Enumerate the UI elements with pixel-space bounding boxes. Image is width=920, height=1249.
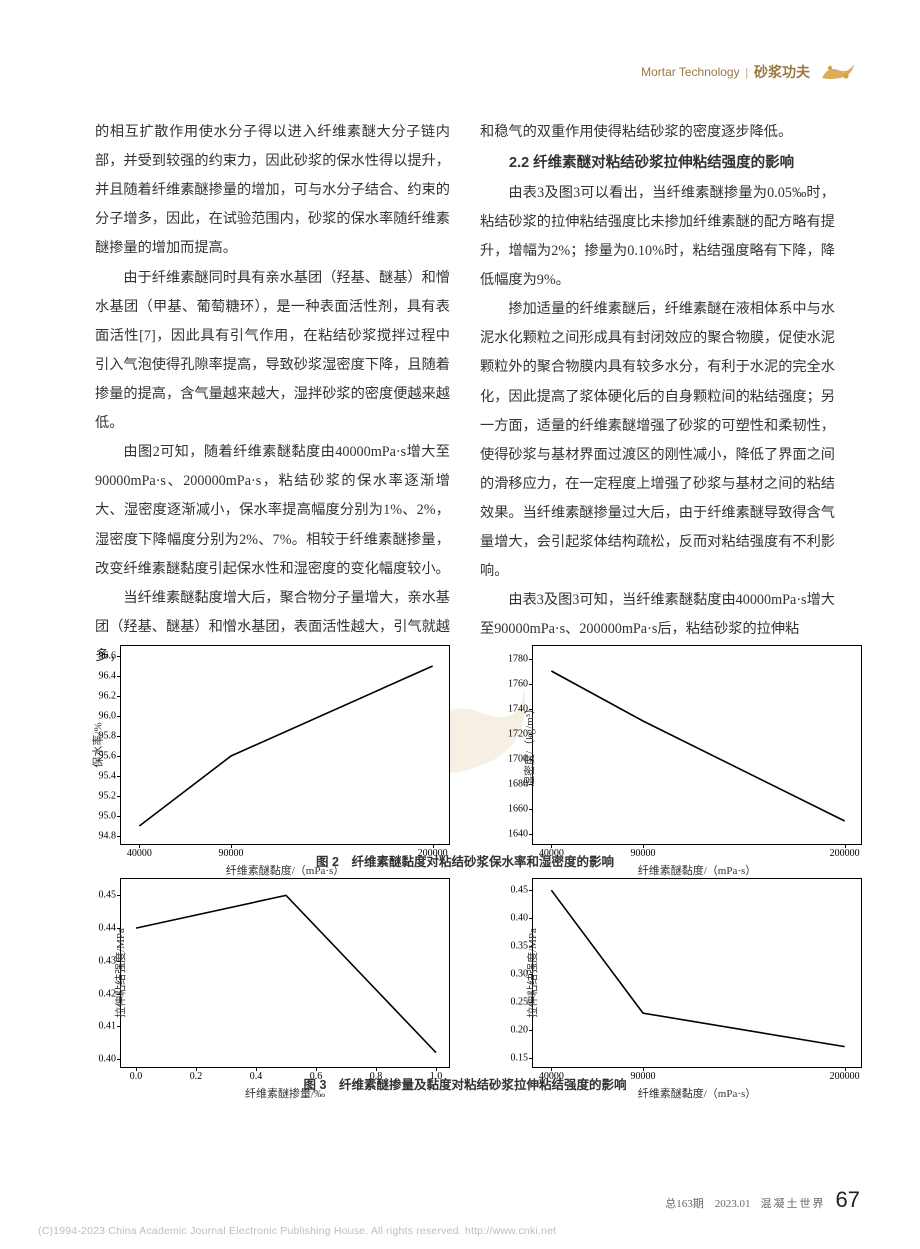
fig3-right-plot: 0.150.200.250.300.350.400.45400009000020…	[532, 878, 862, 1068]
fig2-right-wrap: 1640166016801700172017401760178040000900…	[480, 645, 862, 845]
r-p4: 由表3及图3可知，当纤维素醚黏度由40000mPa·s增大至90000mPa·s…	[480, 586, 835, 644]
fig2-right-plot: 1640166016801700172017401760178040000900…	[532, 645, 862, 845]
footer-magazine: 混凝土世界	[761, 1195, 826, 1211]
l-p2: 由于纤维素醚同时具有亲水基团（羟基、醚基）和憎水基团（甲基、葡萄糖环），是一种表…	[95, 264, 450, 439]
r-p3: 掺加适量的纤维素醚后，纤维素醚在液相体系中与水泥水化颗粒之间形成具有封闭效应的聚…	[480, 295, 835, 586]
l-p3: 由图2可知，随着纤维素醚黏度由40000mPa·s增大至90000mPa·s、2…	[95, 438, 450, 584]
copyright-line: (C)1994-2023 China Academic Journal Elec…	[38, 1225, 556, 1237]
fig2-row: 94.895.095.295.495.695.896.096.296.496.6…	[95, 645, 835, 845]
page-header: Mortar Technology | 砂浆功夫	[641, 58, 860, 86]
header-sep: |	[746, 65, 748, 80]
fig3-left-plot: 0.400.410.420.430.440.450.00.20.40.60.81…	[120, 878, 450, 1068]
fig3-left-wrap: 0.400.410.420.430.440.450.00.20.40.60.81…	[68, 878, 450, 1068]
header-icon	[816, 58, 860, 86]
header-en: Mortar Technology	[641, 65, 740, 79]
fig3-row: 0.400.410.420.430.440.450.00.20.40.60.81…	[95, 878, 835, 1068]
l-p1: 的相互扩散作用使水分子得以进入纤维素醚大分子链内部，并受到较强的约束力，因此砂浆…	[95, 118, 450, 264]
footer-issue: 总163期 2023.01	[665, 1195, 750, 1211]
figures-block: 94.895.095.295.495.695.896.096.296.496.6…	[95, 645, 835, 1101]
r-p2: 由表3及图3可以看出，当纤维素醚掺量为0.05‰时，粘结砂浆的拉伸粘结强度比未掺…	[480, 179, 835, 295]
section-2-2-title: 2.2 纤维素醚对粘结砂浆拉伸粘结强度的影响	[480, 149, 835, 179]
r-p1: 和稳气的双重作用使得粘结砂浆的密度逐步降低。	[480, 118, 835, 147]
footer-page-number: 67	[836, 1187, 860, 1213]
fig2-left-wrap: 94.895.095.295.495.695.896.096.296.496.6…	[68, 645, 450, 845]
fig2-left-plot: 94.895.095.295.495.695.896.096.296.496.6…	[120, 645, 450, 845]
left-column: 的相互扩散作用使水分子得以进入纤维素醚大分子链内部，并受到较强的约束力，因此砂浆…	[95, 118, 450, 671]
header-cn: 砂浆功夫	[754, 62, 810, 82]
page-footer: 总163期 2023.01 混凝土世界 67	[665, 1187, 860, 1213]
fig3-right-wrap: 0.150.200.250.300.350.400.45400009000020…	[480, 878, 862, 1068]
content-columns: 的相互扩散作用使水分子得以进入纤维素醚大分子链内部，并受到较强的约束力，因此砂浆…	[95, 118, 835, 671]
right-column: 和稳气的双重作用使得粘结砂浆的密度逐步降低。 2.2 纤维素醚对粘结砂浆拉伸粘结…	[480, 118, 835, 671]
